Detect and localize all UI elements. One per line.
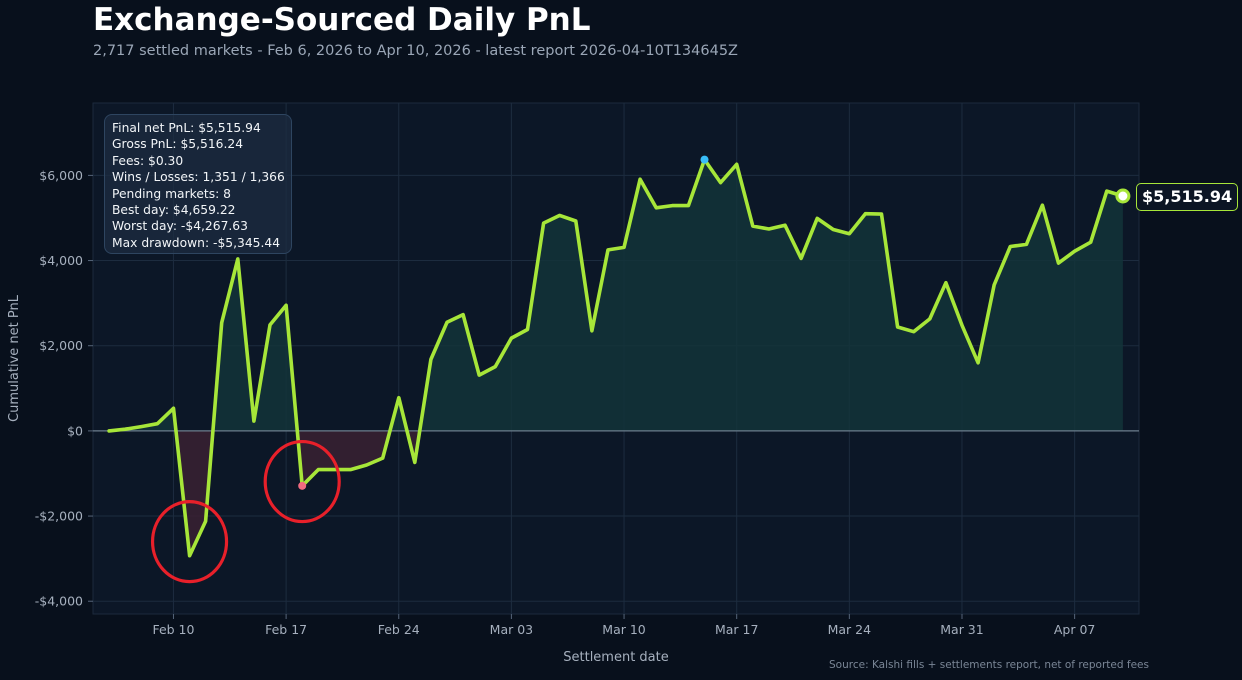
x-tick-label: Mar 03 bbox=[490, 622, 533, 637]
peak-marker bbox=[700, 155, 709, 164]
stats-line: Gross PnL: $5,516.24 bbox=[112, 137, 244, 152]
y-tick-label: -$2,000 bbox=[35, 509, 83, 524]
x-tick-label: Feb 24 bbox=[378, 622, 420, 637]
source-note: Source: Kalshi fills + settlements repor… bbox=[829, 659, 1149, 671]
x-axis-label: Settlement date bbox=[563, 650, 669, 665]
y-tick-label: $2,000 bbox=[39, 338, 83, 353]
x-tick-label: Feb 10 bbox=[152, 622, 194, 637]
annotation-circles bbox=[150, 439, 341, 584]
annotation-circle bbox=[263, 439, 341, 524]
negative-area-fill bbox=[109, 430, 1123, 556]
x-tick-label: Mar 10 bbox=[602, 622, 646, 637]
final-value-marker bbox=[1115, 188, 1131, 204]
x-axis-ticks: Feb 10 Feb 17 Feb 24 Mar 03 Mar 10 Mar 17 Mar … bbox=[152, 614, 1095, 637]
stats-line: Best day: $4,659.22 bbox=[112, 203, 236, 218]
stats-line: Final net PnL: $5,515.94 bbox=[112, 121, 261, 135]
cumulative-pnl-line bbox=[107, 157, 1125, 558]
drawdown-trough-marker bbox=[298, 481, 307, 490]
y-tick-label: $6,000 bbox=[39, 168, 83, 183]
x-tick-label: Mar 17 bbox=[715, 622, 758, 637]
y-axis-ticks: -$4,000 -$2,000 $0 $2,000 $4,000 $6,000 bbox=[35, 168, 93, 609]
y-tick-label: $4,000 bbox=[39, 253, 83, 268]
x-tick-label: Mar 24 bbox=[828, 622, 872, 637]
stats-line: Max drawdown: -$5,345.44 bbox=[112, 235, 281, 250]
y-axis-label: Cumulative net PnL bbox=[7, 294, 22, 422]
positive-area-fill bbox=[109, 159, 1123, 431]
stats-line: Pending markets: 8 bbox=[112, 186, 231, 201]
x-tick-label: Feb 17 bbox=[265, 622, 307, 637]
stats-line: Worst day: -$4,267.63 bbox=[112, 219, 248, 234]
x-tick-label: Mar 31 bbox=[940, 622, 983, 637]
annotation-circle bbox=[150, 500, 229, 584]
stats-line: Wins / Losses: 1,351 / 1,366 bbox=[112, 170, 285, 185]
markers bbox=[298, 155, 1131, 490]
y-tick-label: $0 bbox=[67, 423, 83, 438]
stats-summary-box: Final net PnL: $5,515.94 Gross PnL: $5,51… bbox=[104, 114, 292, 254]
y-tick-label: -$4,000 bbox=[35, 594, 83, 609]
x-tick-label: Apr 07 bbox=[1054, 622, 1096, 637]
final-value-label: $5,515.94 bbox=[1136, 183, 1239, 211]
chart-title: Exchange-Sourced Daily PnL bbox=[93, 2, 591, 38]
stats-line: Fees: $0.30 bbox=[112, 153, 184, 168]
chart-subtitle: 2,717 settled markets - Feb 6, 2026 to A… bbox=[93, 43, 738, 59]
